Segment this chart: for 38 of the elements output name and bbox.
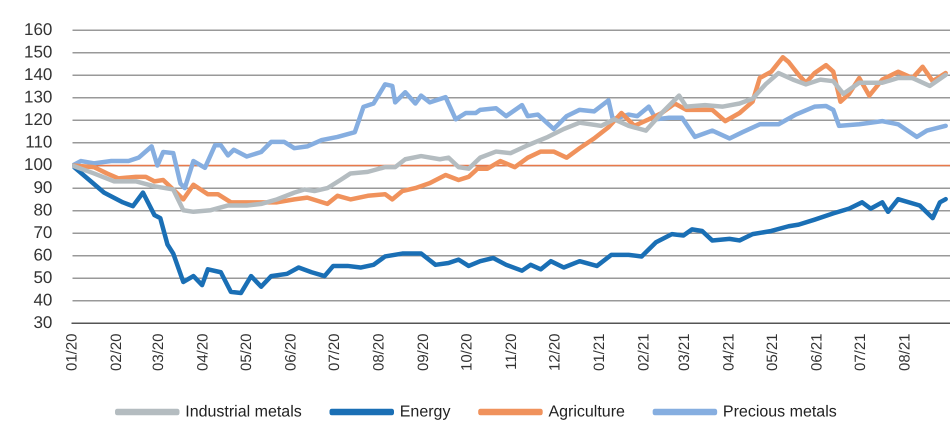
x-tick-label: 09/20 xyxy=(415,333,432,372)
y-tick-label: 150 xyxy=(24,42,52,62)
x-tick-label: 01/21 xyxy=(590,333,608,372)
y-tick-label: 80 xyxy=(33,200,52,220)
x-tick-label: 08/20 xyxy=(370,333,388,372)
y-tick-label: 160 xyxy=(24,20,52,39)
x-tick-label: 08/21 xyxy=(896,333,914,372)
legend-label: Industrial metals xyxy=(185,403,302,420)
y-tick-label: 70 xyxy=(33,222,52,242)
x-tick-label: 07/20 xyxy=(326,333,343,372)
x-tick-label: 06/20 xyxy=(282,333,300,372)
x-tick-label: 11/20 xyxy=(503,333,520,370)
x-tick-label: 10/20 xyxy=(458,333,476,372)
x-tick-label: 02/21 xyxy=(636,333,653,372)
x-tick-label: 02/20 xyxy=(108,333,126,372)
legend-label: Energy xyxy=(400,403,450,420)
x-tick-label: 12/20 xyxy=(546,333,564,372)
x-tick-label: 03/20 xyxy=(150,333,167,372)
x-tick-label: 04/20 xyxy=(194,333,212,372)
x-tick-label: 05/20 xyxy=(238,333,255,372)
y-tick-label: 30 xyxy=(33,313,52,332)
y-tick-label: 60 xyxy=(33,245,52,264)
y-tick-label: 90 xyxy=(33,178,52,197)
x-tick-label: 05/21 xyxy=(764,333,781,372)
y-tick-label: 110 xyxy=(25,132,52,152)
x-tick-label: 07/21 xyxy=(852,333,869,372)
y-tick-label: 100 xyxy=(24,155,52,174)
legend-label: Agriculture xyxy=(548,403,626,420)
x-tick-label: 04/21 xyxy=(720,333,738,372)
x-tick-label: 01/20 xyxy=(64,333,81,372)
y-tick-label: 120 xyxy=(24,110,52,130)
y-tick-label: 130 xyxy=(24,88,52,107)
legend-label: Precious metals xyxy=(722,403,837,420)
x-tick-label: 06/21 xyxy=(808,333,826,372)
y-tick-label: 40 xyxy=(33,290,52,310)
y-tick-label: 50 xyxy=(33,268,52,288)
x-tick-label: 03/21 xyxy=(676,333,693,372)
y-tick-label: 140 xyxy=(24,65,52,84)
